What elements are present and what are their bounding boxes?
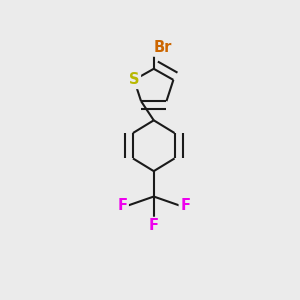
Text: F: F: [180, 198, 190, 213]
Text: F: F: [149, 218, 159, 233]
Text: S: S: [129, 72, 140, 87]
Text: Br: Br: [154, 40, 172, 55]
Text: F: F: [117, 198, 127, 213]
